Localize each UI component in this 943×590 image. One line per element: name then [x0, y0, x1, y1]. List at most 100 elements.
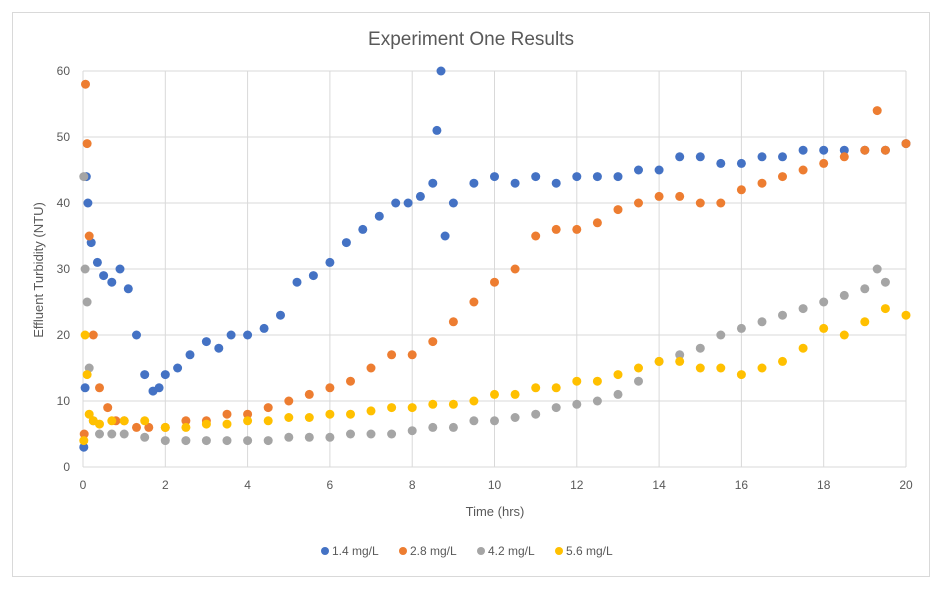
- x-tick-label: 20: [899, 478, 913, 492]
- data-point: [107, 416, 117, 426]
- data-point: [387, 403, 397, 413]
- data-point: [160, 436, 170, 446]
- x-tick-label: 18: [817, 478, 831, 492]
- data-point: [81, 79, 90, 89]
- data-point: [341, 238, 351, 248]
- series-1: [79, 79, 911, 439]
- data-point: [860, 145, 870, 155]
- data-point: [84, 231, 94, 241]
- data-point: [119, 429, 129, 439]
- data-point: [901, 310, 911, 320]
- data-point: [448, 317, 458, 327]
- data-point: [634, 376, 643, 386]
- data-point: [695, 363, 705, 373]
- data-point: [592, 396, 602, 406]
- data-point: [304, 389, 314, 399]
- data-point: [160, 370, 170, 380]
- data-point: [531, 409, 541, 419]
- data-point: [99, 271, 109, 281]
- data-point: [92, 257, 102, 267]
- data-point: [82, 139, 92, 149]
- data-point: [572, 172, 582, 182]
- legend-label: 2.8 mg/L: [410, 544, 457, 558]
- data-point: [325, 409, 335, 419]
- data-point: [243, 436, 253, 446]
- data-point: [778, 310, 787, 320]
- data-point: [860, 317, 870, 327]
- data-point: [84, 409, 94, 419]
- data-point: [79, 436, 89, 446]
- data-point: [95, 419, 104, 429]
- data-point: [132, 422, 141, 432]
- data-point: [181, 436, 191, 446]
- x-tick-label: 10: [488, 478, 502, 492]
- data-point: [634, 198, 643, 208]
- x-tick-label: 12: [570, 478, 584, 492]
- data-point: [592, 172, 602, 182]
- data-point: [284, 413, 294, 422]
- legend: 1.4 mg/L 2.8 mg/L 4.2 mg/L 5.6 mg/L: [321, 544, 613, 558]
- data-point: [103, 403, 113, 413]
- x-axis-label: Time (hrs): [466, 504, 525, 519]
- data-point: [263, 403, 273, 413]
- data-point: [407, 403, 417, 413]
- data-point: [226, 330, 236, 340]
- data-point: [778, 172, 787, 182]
- data-point: [115, 264, 125, 274]
- data-point: [551, 178, 561, 188]
- y-tick-label: 50: [57, 130, 71, 144]
- data-point: [634, 165, 643, 175]
- data-point: [428, 422, 438, 432]
- data-point: [695, 198, 705, 208]
- data-point: [259, 323, 269, 333]
- data-point: [407, 426, 417, 436]
- data-point: [428, 178, 438, 188]
- legend-marker: [555, 547, 563, 555]
- data-point: [428, 399, 438, 409]
- data-point: [716, 363, 726, 373]
- data-point: [819, 158, 829, 168]
- data-point: [243, 416, 253, 426]
- data-point: [140, 432, 150, 442]
- data-point: [798, 343, 808, 353]
- data-point: [80, 330, 90, 340]
- data-point: [757, 363, 767, 373]
- data-point: [778, 356, 787, 366]
- data-point: [469, 178, 479, 188]
- data-point: [80, 264, 90, 274]
- data-point: [346, 429, 355, 439]
- data-point: [325, 383, 335, 393]
- data-point: [757, 152, 767, 162]
- data-point: [440, 231, 450, 241]
- data-point: [173, 363, 183, 373]
- data-point: [201, 436, 211, 446]
- data-point: [214, 343, 224, 353]
- y-tick-label: 0: [63, 460, 70, 474]
- data-point: [83, 198, 93, 208]
- data-point: [154, 383, 164, 393]
- data-point: [79, 429, 89, 439]
- x-tick-label: 8: [409, 478, 416, 492]
- data-point: [132, 330, 141, 340]
- data-point: [263, 436, 273, 446]
- data-point: [819, 323, 829, 333]
- data-point: [469, 297, 479, 307]
- data-point: [695, 343, 705, 353]
- data-point: [551, 383, 561, 393]
- data-point: [82, 370, 92, 380]
- data-point: [201, 419, 211, 429]
- data-point: [358, 224, 368, 234]
- data-point: [675, 152, 685, 162]
- data-point: [872, 264, 882, 274]
- data-point: [79, 442, 89, 452]
- x-tick-label: 16: [735, 478, 749, 492]
- data-point: [88, 330, 98, 340]
- data-point: [531, 231, 541, 241]
- x-tick-label: 0: [80, 478, 87, 492]
- data-point: [798, 145, 808, 155]
- data-point: [490, 172, 499, 182]
- data-point: [448, 399, 458, 409]
- data-point: [716, 158, 726, 168]
- data-point: [201, 337, 211, 347]
- y-tick-label: 10: [57, 394, 71, 408]
